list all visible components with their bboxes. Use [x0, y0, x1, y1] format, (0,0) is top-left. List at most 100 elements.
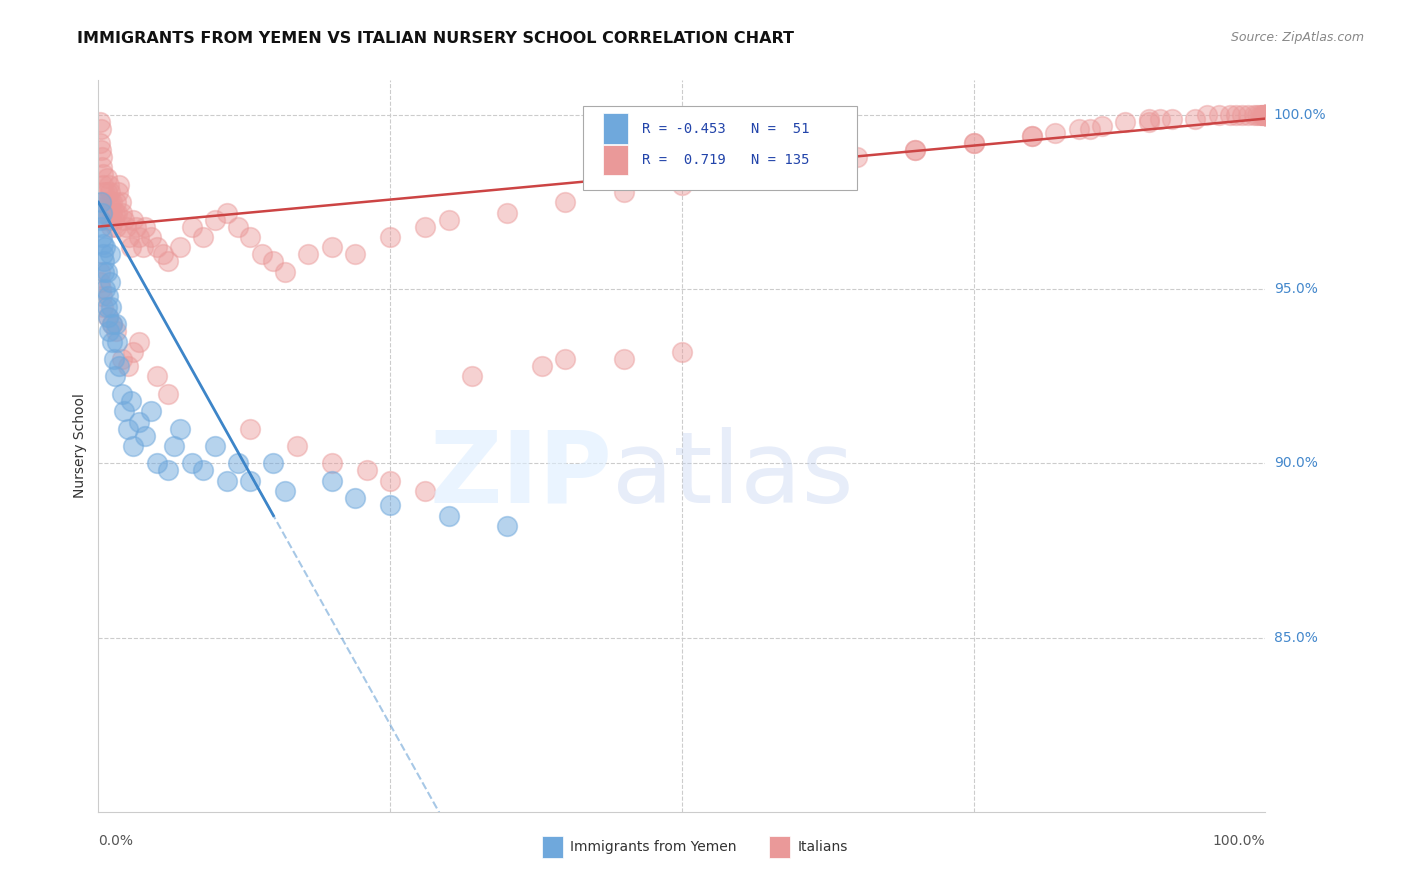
- Point: [134, 219, 156, 234]
- Point: [1225, 108, 1247, 122]
- Point: [297, 247, 319, 261]
- Point: [94, 240, 117, 254]
- Point: [1246, 108, 1268, 122]
- Point: [104, 205, 127, 219]
- Point: [157, 386, 180, 401]
- Bar: [603, 113, 628, 144]
- Point: [93, 265, 115, 279]
- Point: [274, 265, 297, 279]
- Point: [97, 178, 120, 192]
- Point: [1219, 108, 1241, 122]
- Point: [122, 212, 145, 227]
- Point: [96, 265, 118, 279]
- Point: [1137, 112, 1160, 126]
- Point: [157, 463, 180, 477]
- Point: [110, 195, 132, 210]
- Point: [554, 351, 576, 366]
- Point: [1254, 108, 1277, 122]
- Point: [91, 167, 114, 181]
- Point: [904, 143, 927, 157]
- Point: [1249, 108, 1271, 122]
- Point: [104, 195, 127, 210]
- Text: Source: ZipAtlas.com: Source: ZipAtlas.com: [1230, 31, 1364, 45]
- Point: [413, 484, 436, 499]
- Point: [1045, 126, 1067, 140]
- Point: [152, 247, 174, 261]
- Point: [380, 474, 402, 488]
- Text: Immigrants from Yemen: Immigrants from Yemen: [569, 840, 737, 854]
- Text: 95.0%: 95.0%: [1274, 282, 1317, 296]
- Point: [94, 205, 117, 219]
- Point: [97, 195, 120, 210]
- Point: [321, 474, 343, 488]
- Text: ZIP: ZIP: [429, 426, 612, 524]
- Point: [90, 195, 112, 210]
- Point: [93, 195, 115, 210]
- Point: [91, 178, 114, 192]
- Point: [1080, 122, 1102, 136]
- Point: [97, 289, 120, 303]
- Point: [101, 317, 124, 331]
- Point: [146, 369, 169, 384]
- Point: [128, 415, 150, 429]
- Point: [1114, 115, 1136, 129]
- Point: [91, 237, 114, 252]
- Point: [105, 205, 128, 219]
- Point: [112, 212, 135, 227]
- Point: [111, 351, 134, 366]
- Point: [380, 498, 402, 512]
- Point: [613, 351, 636, 366]
- Point: [204, 439, 226, 453]
- Point: [101, 195, 124, 210]
- Point: [1251, 108, 1274, 122]
- Point: [134, 428, 156, 442]
- Point: [128, 334, 150, 349]
- Point: [1230, 108, 1253, 122]
- Point: [98, 185, 121, 199]
- Point: [103, 212, 125, 227]
- Point: [215, 474, 238, 488]
- Point: [1254, 108, 1277, 122]
- Point: [132, 240, 155, 254]
- Point: [94, 282, 117, 296]
- Point: [530, 359, 553, 373]
- Point: [671, 345, 693, 359]
- Text: 100.0%: 100.0%: [1274, 108, 1326, 122]
- Point: [96, 185, 118, 199]
- Point: [100, 219, 122, 234]
- Point: [90, 150, 112, 164]
- Point: [239, 230, 262, 244]
- Point: [90, 122, 112, 136]
- Point: [100, 300, 122, 314]
- Point: [437, 508, 460, 523]
- Point: [496, 205, 519, 219]
- Point: [274, 484, 297, 499]
- Point: [103, 351, 125, 366]
- Point: [105, 334, 128, 349]
- Point: [111, 205, 134, 219]
- Point: [1254, 108, 1277, 122]
- Point: [613, 185, 636, 199]
- Point: [1254, 108, 1277, 122]
- Point: [97, 310, 120, 325]
- Point: [1254, 108, 1277, 122]
- Point: [787, 161, 810, 175]
- Point: [101, 317, 124, 331]
- Point: [101, 334, 124, 349]
- Point: [1195, 108, 1218, 122]
- Point: [91, 247, 114, 261]
- Point: [104, 324, 127, 338]
- Point: [169, 240, 191, 254]
- Point: [120, 393, 142, 408]
- Text: R =  0.719   N = 135: R = 0.719 N = 135: [643, 153, 810, 167]
- Point: [1253, 108, 1275, 122]
- Text: 0.0%: 0.0%: [98, 834, 134, 847]
- Point: [1021, 128, 1043, 143]
- Point: [204, 212, 226, 227]
- Point: [262, 254, 284, 268]
- Point: [904, 143, 927, 157]
- Point: [139, 404, 162, 418]
- Point: [1021, 128, 1043, 143]
- Point: [1254, 108, 1277, 122]
- Point: [90, 161, 112, 175]
